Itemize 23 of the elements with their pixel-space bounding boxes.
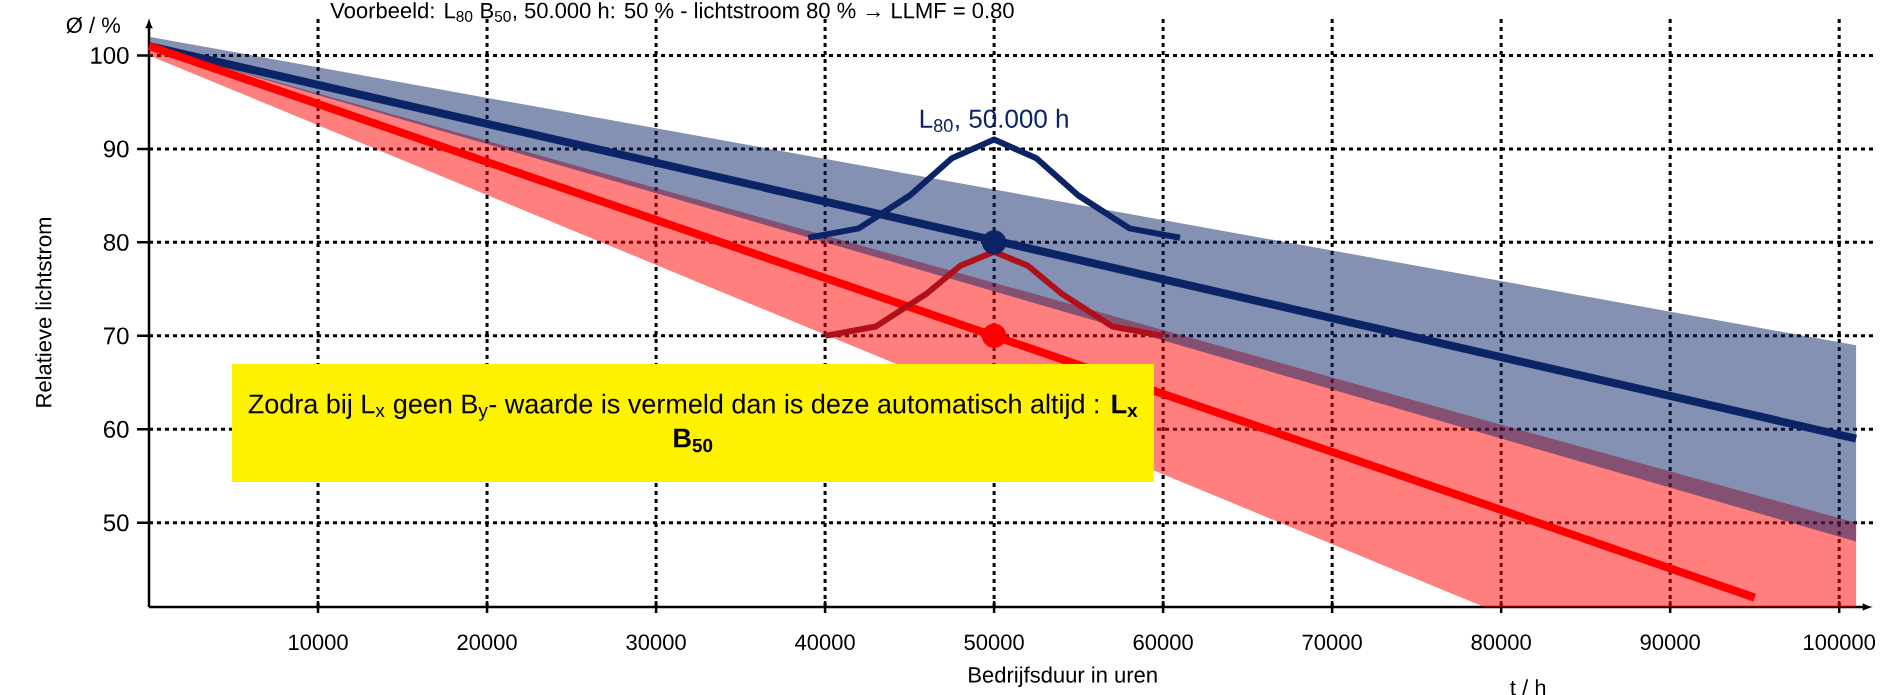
text: t / h	[1510, 679, 1546, 695]
x-tick-label: 90000	[1640, 634, 1700, 651]
x-axis-title: Bedrijfsduur in uren	[969, 666, 1157, 688]
x-tick-label: 60000	[1133, 634, 1193, 651]
x-tick-label: 40000	[795, 634, 855, 651]
x-tick-label: 100000	[1804, 634, 1876, 651]
y-tick-label: 100	[91, 46, 129, 64]
x-tick-label: 70000	[1302, 634, 1362, 651]
x-tick-label: 30000	[626, 634, 686, 651]
y-axis-title: Relatieve lichtstrom	[35, 218, 52, 407]
y-tick-label: 80	[103, 233, 129, 251]
annotation: L$_{80}$, 50.000 h	[920, 108, 1068, 132]
text: Zodra bij L$_{x}$ geen B$_{y}$- waarde is vermeld dan is deze automatisch altijd : L$_{x}$ B$_{50}$	[248, 393, 1138, 453]
text: Ø / %	[66, 16, 121, 34]
y-tick-label: 50	[103, 514, 129, 532]
y-tick-label: 90	[103, 140, 129, 158]
y-tick-label: 70	[104, 327, 129, 345]
x-tick-label: 80000	[1471, 634, 1531, 651]
x-tick-label: 10000	[289, 634, 348, 651]
x-tick-label: 20000	[457, 634, 517, 651]
chart-title: Voorbeeld: L$_{80}$ B$_{50}$, 50.000 h: 50 % - lichtstroom 80 % → LLMF = 0.80	[330, 2, 1014, 22]
x-tick-label: 50000	[964, 634, 1024, 651]
y-tick-label: 60	[104, 420, 129, 438]
